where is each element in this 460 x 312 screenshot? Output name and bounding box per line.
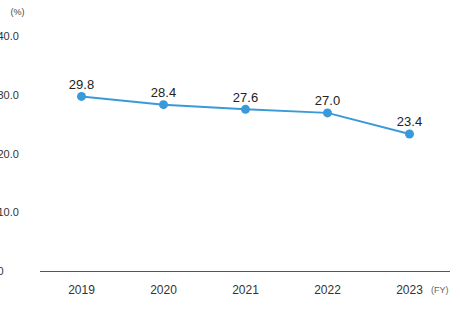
svg-text:2020: 2020: [150, 283, 177, 297]
svg-text:(%): (%): [11, 7, 25, 17]
svg-text:0: 0: [0, 265, 4, 277]
svg-text:2021: 2021: [232, 283, 259, 297]
svg-text:27.6: 27.6: [233, 90, 258, 105]
svg-text:30.0: 30.0: [0, 89, 19, 101]
svg-text:2019: 2019: [68, 283, 95, 297]
svg-text:2023: 2023: [396, 283, 423, 297]
svg-text:40.0: 40.0: [0, 30, 19, 42]
svg-text:27.0: 27.0: [315, 93, 340, 108]
svg-text:2022: 2022: [314, 283, 341, 297]
svg-text:(FY): (FY): [431, 285, 449, 295]
svg-text:28.4: 28.4: [151, 85, 176, 100]
svg-text:23.4: 23.4: [397, 114, 422, 129]
svg-text:29.8: 29.8: [69, 77, 94, 92]
svg-text:10.0: 10.0: [0, 206, 19, 218]
svg-text:20.0: 20.0: [0, 148, 19, 160]
